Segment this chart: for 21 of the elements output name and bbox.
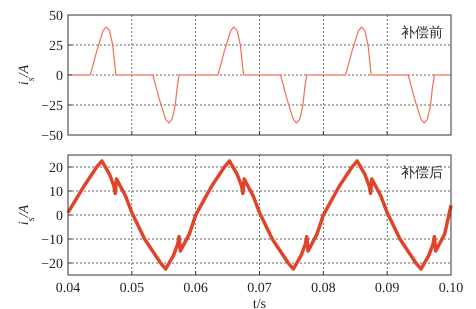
x-tick-label: 0.04: [56, 281, 80, 296]
y-tick-label: −50: [41, 128, 63, 144]
x-tick-label: 0.08: [311, 281, 336, 296]
y-tick-label: 20: [49, 160, 63, 176]
y-tick-label: −20: [41, 256, 63, 272]
x-tick-label: 0.10: [438, 281, 464, 296]
x-tick-label: 0.07: [247, 281, 272, 296]
y-tick-label: 50: [49, 8, 63, 24]
x-tick-label: 0.05: [120, 281, 144, 296]
y-tick-label: 25: [49, 38, 63, 54]
x-tick-label: 0.06: [183, 281, 208, 296]
x-axis-title: t/s: [252, 297, 266, 309]
y-tick-label: 0: [56, 68, 63, 84]
x-tick-label: 0.09: [374, 281, 400, 296]
y-tick-label: 10: [49, 184, 63, 200]
y-tick-label: −25: [41, 98, 63, 114]
line-series: [66, 159, 453, 271]
y-tick-label: −10: [41, 232, 63, 248]
y-tick-label: 0: [56, 208, 63, 224]
annotation: 补偿前: [401, 25, 443, 41]
annotation: 补偿后: [401, 165, 443, 181]
